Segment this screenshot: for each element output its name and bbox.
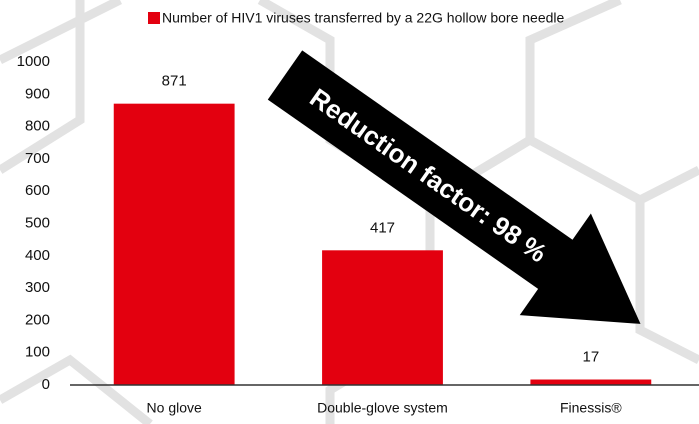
x-tick-label: Double-glove system <box>317 400 448 416</box>
data-label: 417 <box>370 219 395 236</box>
y-tick-label: 100 <box>25 344 50 361</box>
annotation-arrow: Reduction factor: 98 % <box>267 50 641 324</box>
arrow-head <box>519 213 641 324</box>
y-tick-label: 200 <box>25 311 50 328</box>
y-tick-label: 300 <box>25 279 50 296</box>
data-label: 871 <box>162 73 187 90</box>
y-tick-label: 500 <box>25 214 50 231</box>
y-tick-label: 400 <box>25 247 50 264</box>
x-tick-label: No glove <box>147 400 202 416</box>
bar <box>322 250 443 385</box>
x-tick-label: Finessis® <box>560 400 622 416</box>
legend-label: Number of HIV1 viruses transferred by a … <box>162 10 565 26</box>
y-tick-label: 900 <box>25 85 50 102</box>
y-tick-label: 0 <box>42 376 50 393</box>
bar <box>530 379 652 385</box>
y-tick-label: 700 <box>25 150 50 167</box>
bar <box>113 103 235 386</box>
y-tick-label: 800 <box>25 118 50 135</box>
arrow-shaft <box>267 50 581 295</box>
y-tick-label: 1000 <box>17 53 50 70</box>
data-label: 17 <box>582 348 599 365</box>
legend-swatch <box>148 12 160 24</box>
y-tick-label: 600 <box>25 182 50 199</box>
